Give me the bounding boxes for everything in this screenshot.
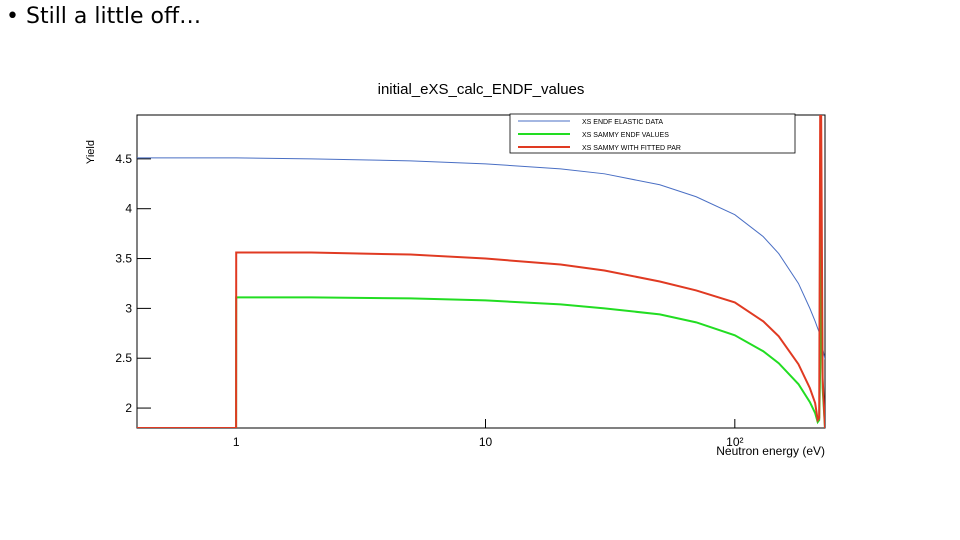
x-tick-label: 10² [726,435,743,449]
chart-title: initial_eXS_calc_ENDF_values [378,81,585,98]
legend-label: XS SAMMY WITH FITTED PAR [582,145,681,152]
legend-label: XS ENDF ELASTIC DATA [582,119,663,126]
x-axis-label: Neutron energy (eV) [716,444,825,458]
y-tick-label: 3.5 [115,252,132,266]
y-axis-label: Yield [85,140,97,164]
y-tick-label: 2 [125,401,132,415]
bullet-text: • Still a little off… [6,4,202,29]
y-tick-label: 2.5 [115,351,132,365]
y-tick-label: 4 [125,202,132,216]
x-tick-label: 10 [479,435,493,449]
legend-label: XS SAMMY ENDF VALUES [582,132,669,139]
y-tick-label: 4.5 [115,152,132,166]
series-line [137,115,825,428]
plot-frame [136,114,826,429]
x-tick-label: 1 [233,435,240,449]
bullet-label: Still a little off… [25,4,202,29]
y-tick-label: 3 [125,301,132,315]
plot-series [137,115,825,428]
